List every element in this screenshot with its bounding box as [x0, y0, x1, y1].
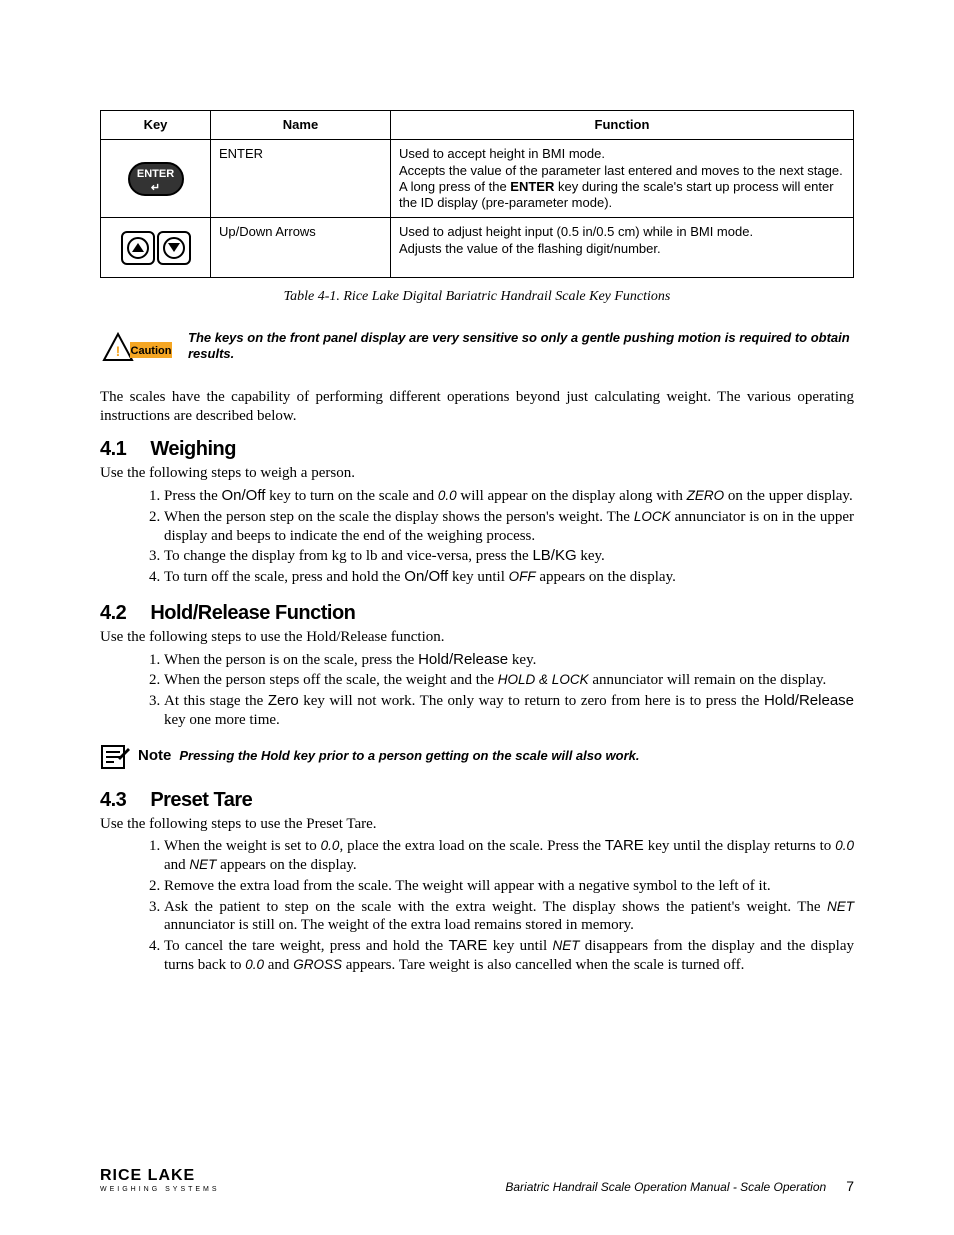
table-caption: Table 4-1. Rice Lake Digital Bariatric H… [100, 288, 854, 306]
key-name: ENTER [211, 140, 391, 218]
key-functions-table: Key Name Function ENTER↵ ENTER Used to a… [100, 110, 854, 278]
caution-icon: ! Caution [100, 330, 172, 364]
table-row: ENTER↵ ENTER Used to accept height in BM… [101, 140, 854, 218]
note-icon [100, 744, 130, 770]
heading-hold-release: 4.2Hold/Release Function [100, 601, 854, 626]
svg-text:!: ! [116, 343, 121, 359]
note-text: Pressing the Hold key prior to a person … [179, 748, 639, 764]
col-function: Function [391, 111, 854, 140]
updown-arrows-icon [121, 231, 191, 265]
intro-text: The scales have the capability of perfor… [100, 388, 854, 426]
logo: RICE LAKE WEIGHING SYSTEMS [100, 1166, 220, 1195]
key-icon-cell [101, 218, 211, 278]
col-name: Name [211, 111, 391, 140]
steps-43: When the weight is set to 0.0, place the… [148, 837, 854, 974]
caution-block: ! Caution The keys on the front panel di… [100, 330, 854, 364]
heading-preset-tare: 4.3Preset Tare [100, 788, 854, 813]
table-row: Up/Down Arrows Used to adjust height inp… [101, 218, 854, 278]
key-function: Used to accept height in BMI mode. Accep… [391, 140, 854, 218]
lead-41: Use the following steps to weigh a perso… [100, 464, 854, 483]
lead-43: Use the following steps to use the Prese… [100, 815, 854, 834]
lead-42: Use the following steps to use the Hold/… [100, 628, 854, 647]
key-function: Used to adjust height input (0.5 in/0.5 … [391, 218, 854, 278]
page-footer: RICE LAKE WEIGHING SYSTEMS Bariatric Han… [0, 1166, 954, 1195]
footer-doc: Bariatric Handrail Scale Operation Manua… [505, 1180, 826, 1195]
steps-42: When the person is on the scale, press t… [148, 651, 854, 730]
key-icon-cell: ENTER↵ [101, 140, 211, 218]
steps-41: Press the On/Off key to turn on the scal… [148, 487, 854, 587]
note-label: Note [138, 747, 171, 766]
key-name: Up/Down Arrows [211, 218, 391, 278]
col-key: Key [101, 111, 211, 140]
caution-text: The keys on the front panel display are … [188, 330, 854, 363]
page-number: 7 [846, 1178, 854, 1196]
enter-key-icon: ENTER↵ [128, 162, 184, 196]
heading-weighing: 4.1Weighing [100, 437, 854, 462]
svg-text:Caution: Caution [131, 345, 172, 357]
note-block: Note Pressing the Hold key prior to a pe… [100, 744, 854, 770]
